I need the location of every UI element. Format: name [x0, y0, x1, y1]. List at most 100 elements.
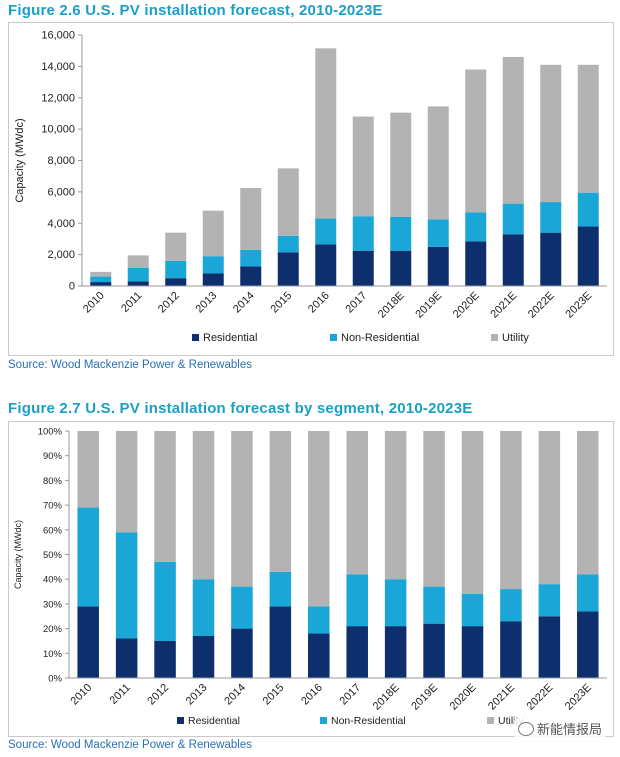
chart2-bar-2016-non-residential — [308, 606, 330, 634]
chart2-bar-2014-non-residential — [231, 586, 253, 629]
chart1-x-tick-label: 2010 — [81, 290, 107, 316]
chart2-y-axis-label: Capacity (MWdc) — [13, 520, 23, 589]
chart2-bar-2011-utility — [115, 431, 138, 533]
chart2-source: Source: Wood Mackenzie Power & Renewable… — [8, 739, 252, 751]
chart2-bar-2013-residential — [192, 636, 215, 678]
chart1-bar-2010-non-residential — [90, 276, 112, 283]
chart2-bar-2017-residential — [346, 626, 368, 678]
chart1-y-tick-label: 10,000 — [41, 124, 75, 136]
chart1-title: Figure 2.6 U.S. PV installation forecast… — [8, 2, 383, 19]
chart2-bar-2012-non-residential — [154, 561, 176, 641]
chart2-y-tick-label: 50% — [43, 550, 63, 561]
chart2-bar-2016-utility — [308, 431, 330, 607]
watermark-text: 新能情报局 — [536, 722, 602, 737]
chart2-bar-2011-non-residential — [115, 532, 138, 639]
chart1-x-tick-label: 2022E — [526, 290, 557, 321]
chart1-bar-2010-residential — [90, 282, 112, 286]
chart1-bar-2014-utility — [240, 187, 262, 250]
chart1-bar-2013-residential — [202, 273, 224, 286]
chart1-legend-swatch — [192, 334, 199, 341]
chart1-bar-2022E-residential — [540, 232, 562, 286]
chart2-y-tick-label: 80% — [43, 476, 63, 487]
chart1-plot-area — [82, 35, 607, 286]
chart2-legend-swatch — [177, 717, 184, 724]
chart1-bar-2015-non-residential — [277, 235, 299, 253]
chart1-legend-label: Non-Residential — [341, 332, 419, 344]
chart2-bar-2014-utility — [231, 431, 253, 587]
chart1-bar-2022E-utility — [540, 64, 562, 203]
chart1-bar-2018E-residential — [390, 250, 412, 286]
chart1-y-tick-label: 4,000 — [47, 218, 75, 230]
chart1-bar-2023E-non-residential — [577, 192, 599, 227]
chart2-bar-2016-residential — [308, 633, 330, 678]
chart2-bar-2012-residential — [154, 640, 176, 678]
chart1-y-tick-label: 8,000 — [47, 155, 75, 167]
chart1-bar-2017-residential — [352, 250, 374, 286]
chart2-bar-2015-utility — [269, 431, 292, 572]
chart2-bar-2021E-non-residential — [500, 589, 522, 622]
chart1-bar-2016-utility — [315, 48, 337, 219]
chart1-bar-2014-non-residential — [240, 249, 262, 267]
chart1-bar-2019E-non-residential — [427, 219, 449, 247]
chart1-y-axis-label: Capacity (MWdc) — [14, 118, 26, 202]
chart1-bar-2011-residential — [127, 281, 149, 286]
chart2-x-tick-label: 2020E — [448, 682, 479, 713]
chart2-bar-2019E-utility — [423, 431, 445, 587]
chart1-bar-2018E-non-residential — [390, 216, 412, 251]
chart2-bar-2012-utility — [154, 431, 176, 562]
chart2-x-tick-label: 2011 — [108, 682, 133, 707]
chart2-y-tick-label: 30% — [43, 599, 63, 610]
chart2-x-tick-label: 2019E — [409, 682, 440, 713]
chart2-bar-2023E-utility — [577, 431, 599, 575]
chart1-bar-2011-non-residential — [127, 267, 149, 282]
chart1-x-tick-label: 2011 — [119, 290, 144, 315]
wechat-icon — [517, 722, 534, 736]
chart1-bar-2019E-utility — [427, 106, 449, 220]
chart2-bar-2022E-non-residential — [538, 584, 561, 617]
chart1-bar-2016-non-residential — [315, 218, 337, 245]
chart1-legend-label: Residential — [203, 332, 257, 344]
chart2-bar-2020E-non-residential — [461, 594, 484, 627]
chart2-x-tick-label: 2015 — [261, 682, 287, 708]
chart1-bar-2021E-residential — [502, 234, 524, 286]
chart2-y-tick-label: 0% — [48, 674, 62, 685]
chart2-bar-2015-residential — [269, 606, 292, 678]
chart1-bar-2019E-residential — [427, 246, 449, 286]
chart1-bar-2023E-utility — [577, 64, 599, 193]
chart1-bar-2016-residential — [315, 244, 337, 286]
chart1-legend-swatch — [330, 334, 337, 341]
chart1-bar-2012-non-residential — [165, 260, 187, 279]
chart1-x-tick-label: 2012 — [156, 290, 182, 316]
chart2-bar-2022E-residential — [538, 616, 561, 678]
chart2-bar-2013-utility — [192, 431, 215, 580]
chart1-x-tick-label: 2014 — [231, 290, 257, 316]
chart2-bar-2017-non-residential — [346, 574, 368, 627]
chart2-bar-2019E-residential — [423, 623, 445, 678]
chart2-y-tick-label: 70% — [43, 501, 63, 512]
chart1-bar-2010-utility — [90, 271, 112, 277]
chart2-bar-2011-residential — [115, 638, 138, 678]
chart1-bar-2018E-utility — [390, 112, 412, 217]
chart1-legend-swatch — [491, 334, 498, 341]
chart1-bar-2012-utility — [165, 232, 187, 261]
chart1-bar-2022E-non-residential — [540, 202, 562, 233]
chart1-bar-2015-residential — [277, 252, 299, 286]
chart1-bar-2014-residential — [240, 266, 262, 286]
chart1-bar-2015-utility — [277, 168, 299, 236]
chart1-x-tick-label: 2017 — [344, 290, 370, 316]
chart1-y-tick-label: 16,000 — [41, 30, 75, 42]
chart2-legend-label: Non-Residential — [331, 715, 406, 727]
chart1-bar-2017-non-residential — [352, 216, 374, 251]
chart1-x-tick-label: 2016 — [306, 290, 332, 316]
chart2-x-tick-label: 2014 — [222, 682, 248, 708]
chart2-bar-2018E-utility — [384, 431, 407, 580]
chart2-y-tick-label: 100% — [38, 427, 63, 438]
chart2-bar-2023E-non-residential — [577, 574, 599, 612]
chart1-bar-2013-non-residential — [202, 256, 224, 274]
chart2-x-tick-label: 2018E — [371, 682, 402, 713]
chart1-bar-2012-residential — [165, 278, 187, 286]
chart2-container: 0% 10% 20% 30% 40% 50% 60% 70% 80% 90% 100% Capacit… — [8, 421, 614, 737]
chart1-x-tick-label: 2019E — [413, 290, 444, 321]
chart2-x-tick-label: 2017 — [338, 682, 364, 708]
chart2-x-tick-label: 2022E — [524, 682, 555, 713]
